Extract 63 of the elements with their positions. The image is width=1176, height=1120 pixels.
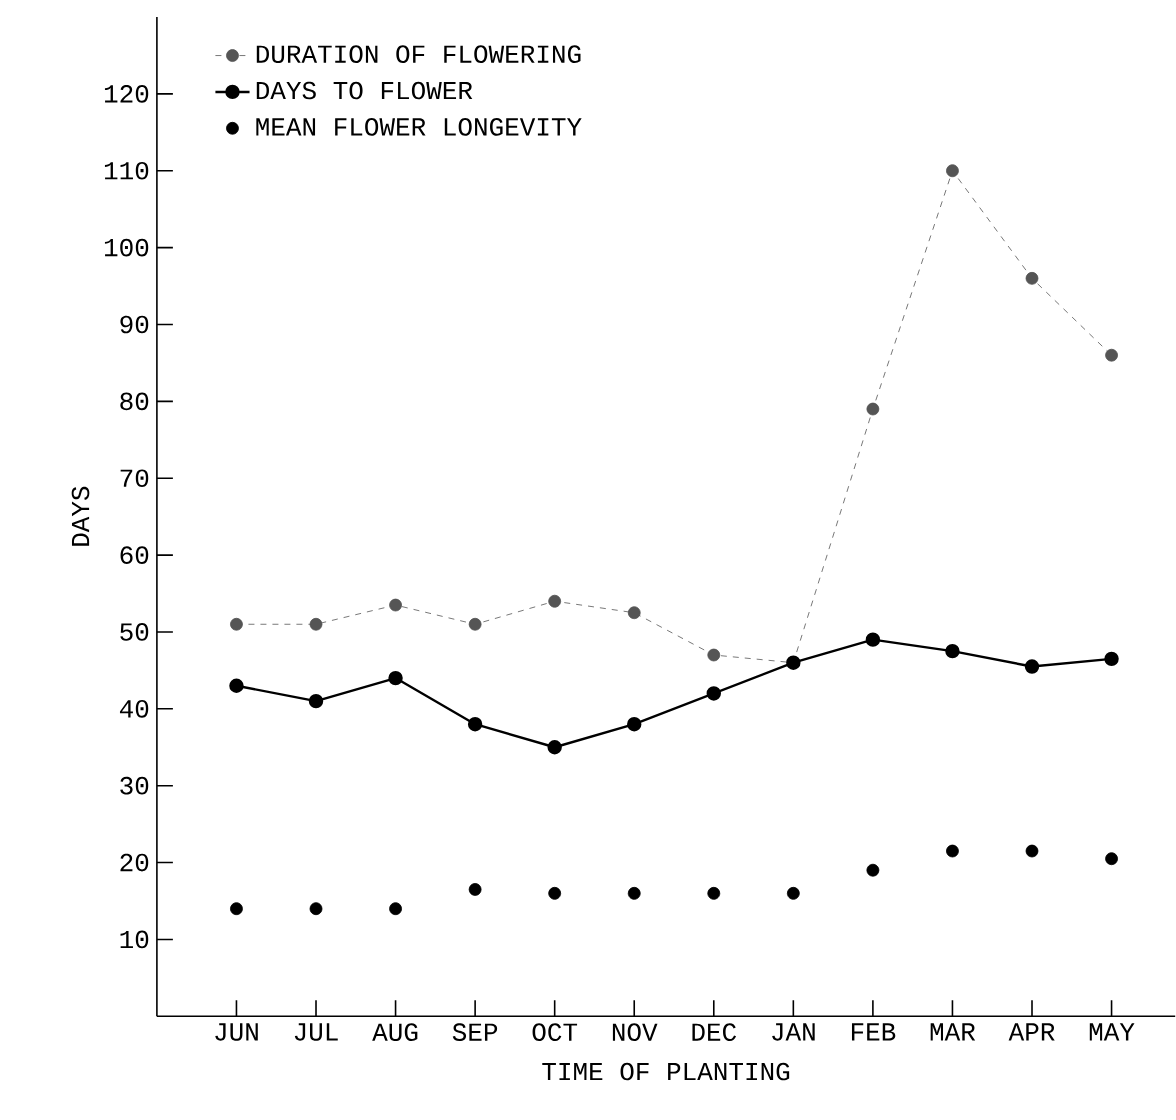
y-tick-label: 40 — [119, 699, 149, 718]
point — [865, 632, 881, 647]
y-tick-label: 110 — [104, 161, 149, 180]
point — [1025, 271, 1039, 285]
legend-label: DURATION OF FLOWERING — [256, 45, 581, 63]
y-tick-label: 120 — [104, 84, 149, 103]
y-tick-label: 90 — [120, 315, 149, 334]
x-tick-label: MAR — [930, 1023, 976, 1041]
x-tick-label: NOV — [612, 1023, 658, 1041]
x-tick-label: FEB — [851, 1023, 896, 1041]
point — [706, 686, 721, 701]
x-tick-label: AUG — [372, 1023, 418, 1041]
point — [547, 739, 562, 755]
y-tick-label: 50 — [120, 623, 149, 641]
point — [388, 670, 403, 686]
point — [866, 863, 880, 877]
point — [946, 844, 959, 858]
point — [945, 643, 960, 659]
point — [707, 648, 721, 662]
y-tick-label: 20 — [120, 853, 149, 872]
y-tick-label: 70 — [120, 469, 149, 487]
x-tick-label: JUN — [215, 1023, 258, 1041]
point — [548, 594, 562, 608]
point — [627, 606, 641, 620]
x-tick-label: APR — [1008, 1023, 1055, 1041]
point — [1105, 852, 1118, 865]
x-tick-label: JUL — [294, 1023, 338, 1041]
point — [946, 164, 959, 178]
legend-label: DAYS TO FLOWER — [256, 81, 473, 100]
point — [467, 716, 483, 732]
y-axis-title: DAYS — [71, 486, 90, 546]
point — [1024, 659, 1040, 674]
x-tick-label: SEP — [452, 1023, 498, 1041]
point — [309, 617, 323, 631]
legend-label: MEAN FLOWER LONGEVITY — [256, 117, 582, 136]
y-tick-label: 100 — [104, 238, 149, 257]
x-axis-title: TIME OF PLANTING — [542, 1062, 790, 1081]
y-tick-label: 80 — [120, 392, 149, 411]
x-tick-label: DEC — [692, 1023, 737, 1041]
x-tick-label: MAY — [1089, 1023, 1135, 1041]
y-tick-label: 30 — [120, 776, 149, 795]
point — [866, 402, 880, 416]
point — [309, 902, 323, 915]
point — [230, 617, 243, 631]
point — [389, 598, 402, 612]
point — [1025, 844, 1039, 858]
point — [468, 882, 482, 896]
point — [230, 902, 243, 915]
point — [786, 886, 800, 900]
point — [1105, 348, 1118, 362]
point — [627, 886, 641, 900]
point — [627, 716, 642, 732]
point — [1104, 651, 1119, 666]
point — [707, 886, 721, 900]
y-tick-label: 60 — [120, 546, 149, 564]
point — [229, 678, 244, 693]
point — [308, 693, 324, 709]
x-tick-label: JAN — [772, 1023, 815, 1041]
y-tick-label: 10 — [120, 930, 149, 949]
x-tick-label: OCT — [532, 1023, 578, 1041]
point — [389, 902, 402, 915]
point — [468, 617, 482, 631]
point — [548, 886, 562, 900]
